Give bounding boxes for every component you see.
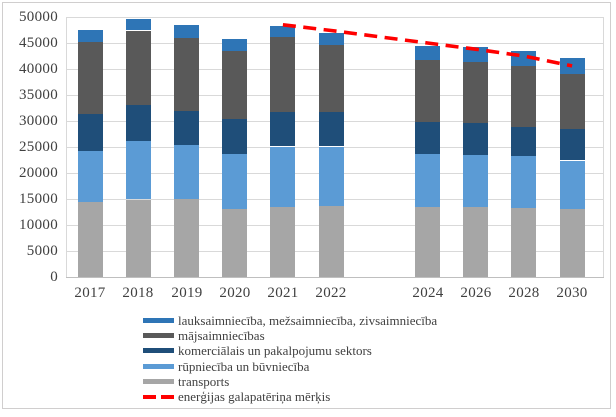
bar-segment-2019-komerciālais-un-pakalpojumu-sektors (174, 110, 199, 146)
bar-segment-2028-rūpniecība-un-būvniecība (511, 156, 536, 209)
legend-swatch-icon (143, 363, 174, 369)
legend-item-3: komerciālais un pakalpojumu sektors (143, 343, 372, 358)
legend-item-4: rūpniecība un būvniecība (143, 359, 309, 374)
bar-segment-2021-transports (270, 206, 295, 277)
bar-segment-2019-mājsaimniecības (174, 37, 199, 111)
bar-segment-2026-komerciālais-un-pakalpojumu-sektors (463, 123, 488, 155)
bar-segment-2018-mājsaimniecības (126, 30, 151, 106)
legend-label: mājsaimniecības (178, 328, 265, 344)
y-tick-label-20000: 20000 (19, 165, 58, 181)
bar-segment-2024-rūpniecība-un-būvniecība (415, 153, 440, 207)
y-tick-label-30000: 30000 (19, 113, 58, 129)
bar-segment-2030-transports (560, 209, 585, 277)
bar-segment-2017-rūpniecība-un-būvniecība (78, 150, 103, 203)
bar-segment-2026-rūpniecība-un-būvniecība (463, 154, 488, 207)
bar-segment-2030-mājsaimniecības (560, 73, 585, 129)
x-tick-label-2020: 2020 (219, 285, 251, 301)
x-tick-label-2017: 2017 (74, 285, 106, 301)
x-tick-label-2019: 2019 (171, 285, 203, 301)
bar-segment-2018-komerciālais-un-pakalpojumu-sektors (126, 105, 151, 142)
x-tick-label-2026: 2026 (460, 285, 492, 301)
bar-segment-2021-komerciālais-un-pakalpojumu-sektors (270, 112, 295, 147)
bar-segment-2030-lauksaimniecība (560, 58, 585, 74)
bar-segment-2020-mājsaimniecības (222, 51, 247, 120)
x-tick-label-2030: 2030 (556, 285, 588, 301)
legend-label: enerģijas galapatēriņa mērķis (178, 389, 331, 404)
x-tick-label-2024: 2024 (412, 285, 444, 301)
bar-segment-2018-lauksaimniecība (126, 19, 151, 31)
bar-segment-2017-mājsaimniecības (78, 42, 103, 114)
legend-label: transports (178, 373, 230, 389)
bar-segment-2020-komerciālais-un-pakalpojumu-sektors (222, 119, 247, 154)
bar-segment-2022-mājsaimniecības (319, 44, 344, 113)
plot-left-border (66, 17, 67, 277)
legend-item-5: transports (143, 374, 229, 389)
bar-segment-2024-transports (415, 206, 440, 277)
bar-segment-2026-lauksaimniecība (463, 47, 488, 63)
legend-label: komerciālais un pakalpojumu sektors (178, 343, 372, 359)
bar-segment-2018-transports (126, 199, 151, 277)
bar-segment-2022-lauksaimniecība (319, 32, 344, 45)
legend-label: lauksaimniecība, mežsaimniecība, zivsaim… (178, 313, 438, 328)
legend-dash (161, 394, 174, 399)
legend-dash (143, 394, 156, 399)
bar-segment-2021-lauksaimniecība (270, 26, 295, 37)
bar-segment-2024-lauksaimniecība (415, 45, 440, 61)
bar-segment-2022-rūpniecība-un-būvniecība (319, 146, 344, 206)
bar-segment-2028-transports (511, 208, 536, 277)
bar-segment-2017-komerciālais-un-pakalpojumu-sektors (78, 113, 103, 151)
y-tick-label-0: 0 (50, 269, 58, 285)
y-tick-label-45000: 45000 (19, 35, 58, 51)
bar-segment-2021-mājsaimniecības (270, 36, 295, 113)
legend-swatch-dashed-line-icon (143, 394, 174, 399)
bar-segment-2019-lauksaimniecība (174, 25, 199, 38)
plot-right-border (603, 17, 604, 277)
bar-segment-2018-rūpniecība-un-būvniecība (126, 141, 151, 200)
bar-segment-2019-transports (174, 199, 199, 277)
x-axis-line (66, 277, 604, 278)
bar-segment-2028-lauksaimniecība (511, 50, 536, 66)
bar-segment-2030-komerciālais-un-pakalpojumu-sektors (560, 128, 585, 161)
bar-segment-2020-transports (222, 209, 247, 277)
legend-item-2: mājsaimniecības (143, 328, 265, 343)
x-tick-label-2028: 2028 (508, 285, 540, 301)
bar-segment-2020-rūpniecība-un-būvniecība (222, 153, 247, 210)
legend-swatch-icon (143, 348, 174, 354)
legend-swatch-icon (143, 333, 174, 339)
x-tick-label-2021: 2021 (267, 285, 299, 301)
legend-swatch-icon (143, 378, 174, 384)
y-tick-label-25000: 25000 (19, 139, 58, 155)
bar-segment-2024-komerciālais-un-pakalpojumu-sektors (415, 121, 440, 154)
legend-label: rūpniecība un būvniecība (178, 358, 310, 374)
y-tick-label-35000: 35000 (19, 87, 58, 103)
x-tick-label-2018: 2018 (122, 285, 154, 301)
bar-segment-2026-mājsaimniecības (463, 62, 488, 123)
bar-segment-2021-rūpniecība-un-būvniecība (270, 146, 295, 207)
legend-item-1: lauksaimniecība, mežsaimniecība, zivsaim… (143, 313, 437, 328)
bar-segment-2020-lauksaimniecība (222, 38, 247, 52)
legend-item-6: enerģijas galapatēriņa mērķis (143, 389, 330, 404)
y-tick-label-5000: 5000 (26, 243, 58, 259)
bar-segment-2026-transports (463, 206, 488, 277)
bar-segment-2030-rūpniecība-un-būvniecība (560, 160, 585, 210)
y-tick-label-40000: 40000 (19, 61, 58, 77)
y-tick-label-50000: 50000 (19, 9, 58, 25)
y-tick-label-10000: 10000 (19, 217, 58, 233)
bar-segment-2022-transports (319, 205, 344, 277)
bar-segment-2022-komerciālais-un-pakalpojumu-sektors (319, 112, 344, 147)
bar-segment-2024-mājsaimniecības (415, 60, 440, 122)
bar-segment-2017-transports (78, 202, 103, 277)
y-tick-label-15000: 15000 (19, 191, 58, 207)
gridline-50000 (66, 17, 604, 18)
bar-segment-2017-lauksaimniecība (78, 30, 103, 42)
x-tick-label-2022: 2022 (315, 285, 347, 301)
legend-swatch-icon (143, 318, 174, 323)
bar-segment-2028-mājsaimniecības (511, 65, 536, 128)
bar-segment-2019-rūpniecība-un-būvniecība (174, 145, 199, 199)
bar-segment-2028-komerciālais-un-pakalpojumu-sektors (511, 127, 536, 157)
